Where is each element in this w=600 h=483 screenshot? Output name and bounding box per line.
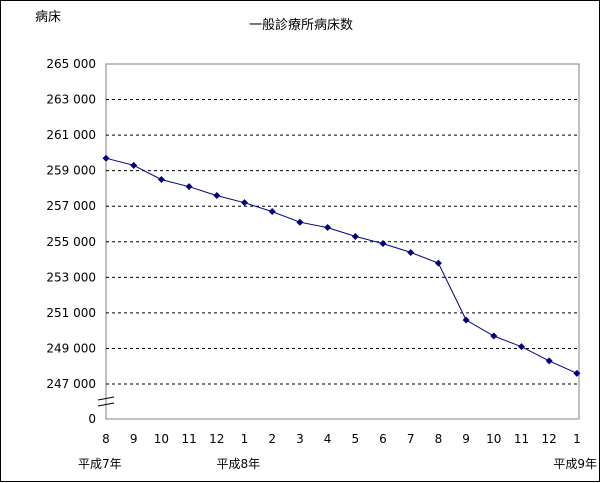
y-tick-label: 253 000 [46,270,96,284]
x-axis-tick-labels: 8 9 10 11 12 1 2 3 4 5 6 7 8 9 10 11 12 1 [102,432,581,446]
y-tick-label: 261 000 [46,128,96,142]
gridlines [106,99,579,385]
x-tick-label: 1 [573,432,581,446]
y-axis-tick-labels: 265 000 263 000 261 000 259 000 257 000 255 0… [46,57,96,426]
era-label: 平成8年 [217,457,261,471]
data-point-marker [213,192,221,200]
data-point-marker [518,343,525,351]
x-tick-label: 11 [514,432,529,446]
era-label: 平成7年 [78,457,122,471]
x-tick-label: 8 [102,432,110,446]
y-tick-label: 257 000 [46,199,96,213]
x-tick-label: 12 [542,432,557,446]
y-tick-label: 249 000 [46,341,96,355]
series-markers [102,154,581,377]
data-point-marker [351,232,359,240]
y-tick-label: 263 000 [46,93,96,107]
data-point-marker [157,176,165,184]
y-tick-label: 247 000 [46,377,96,391]
data-point-marker [407,248,415,256]
y-tick-label: 0 [88,412,96,426]
x-axis-era-labels: 平成7年 平成8年 平成9年 [78,457,597,471]
y-axis-title: 病床 [35,10,61,25]
data-point-marker [434,259,442,267]
data-point-marker [490,332,498,340]
y-tick-label: 251 000 [46,306,96,320]
data-point-marker [296,218,304,226]
series-line [105,157,578,374]
data-point-marker [462,316,470,324]
chart-title: 一般診療所病床数 [249,17,353,33]
x-tick-label: 8 [435,432,443,446]
x-tick-label: 12 [209,432,224,446]
x-tick-label: 11 [181,432,196,446]
x-tick-label: 9 [462,432,470,446]
x-tick-label: 9 [130,432,138,446]
x-tick-label: 4 [324,432,332,446]
x-tick-label: 7 [407,432,415,446]
data-point-marker [185,183,193,191]
data-point-marker [379,240,387,248]
x-tick-label: 10 [154,432,169,446]
x-tick-label: 3 [296,432,304,446]
data-point-marker [573,369,581,377]
era-label: 平成9年 [553,457,597,471]
data-point-marker [268,208,276,216]
y-tick-label: 259 000 [46,164,96,178]
data-point-marker [130,161,138,169]
x-tick-label: 10 [486,432,501,446]
x-tick-label: 1 [241,432,249,446]
x-tick-label: 6 [379,432,387,446]
axis-break-mark [97,396,115,407]
data-point-marker [241,199,248,207]
data-point-marker [102,154,110,162]
data-point-marker [324,224,332,232]
y-tick-label: 265 000 [46,57,96,71]
data-point-marker [545,357,553,365]
x-tick-label: 5 [351,432,359,446]
x-tick-label: 2 [268,432,276,446]
y-tick-label: 255 000 [46,235,96,249]
